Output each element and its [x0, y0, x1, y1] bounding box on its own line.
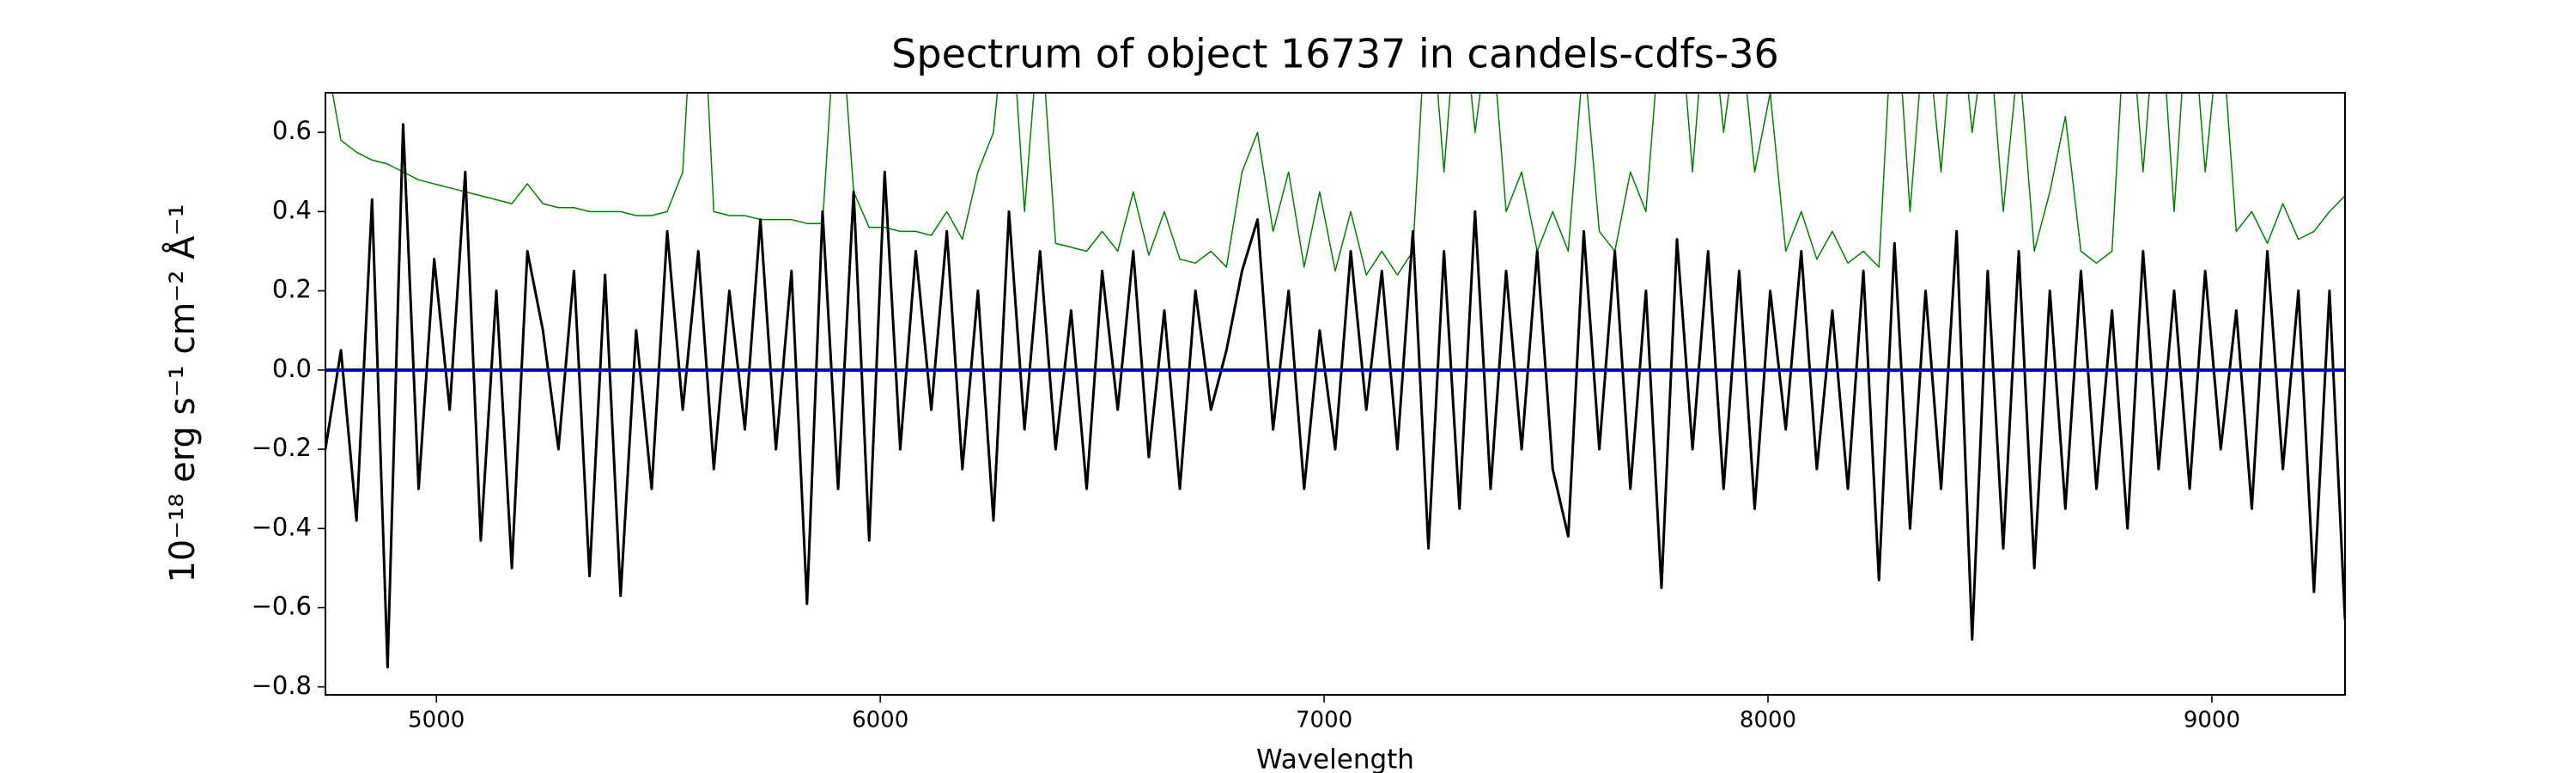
chart-title: Spectrum of object 16737 in candels-cdfs…	[891, 31, 1779, 77]
y-tick-label: −0.8	[252, 671, 312, 700]
y-tick-label: −0.6	[252, 592, 312, 621]
x-tick-label: 5000	[408, 708, 465, 733]
y-tick-label: 0.6	[272, 116, 312, 145]
x-axis-label: Wavelength	[1256, 745, 1414, 773]
x-tick-label: 6000	[852, 708, 908, 733]
plot-frame	[325, 92, 2346, 696]
y-tick-label: −0.2	[252, 433, 312, 462]
plot-area	[325, 93, 2345, 669]
y-tick-label: −0.4	[252, 512, 312, 541]
y-tick-label: 0.0	[272, 354, 312, 383]
x-tick-label: 7000	[1296, 708, 1352, 733]
x-tick-label: 8000	[1740, 708, 1796, 733]
y-tick-label: 0.2	[272, 275, 312, 304]
x-tick-label: 9000	[2184, 708, 2240, 733]
y-tick-label: 0.4	[272, 195, 312, 224]
spectrum-line	[331, 93, 2345, 276]
spectrum-line	[325, 123, 2345, 669]
y-axis-label: 10⁻¹⁸ erg s⁻¹ cm⁻² Å⁻¹	[161, 204, 203, 582]
